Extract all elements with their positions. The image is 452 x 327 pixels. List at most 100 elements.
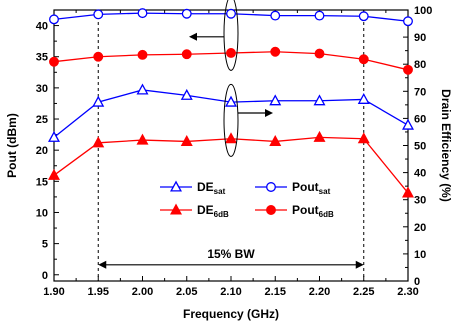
data-point [170, 203, 182, 215]
data-point [403, 64, 413, 75]
data-point [136, 133, 149, 145]
data-point [225, 132, 237, 144]
y-right-tick-label: 70 [414, 86, 426, 98]
data-point [49, 56, 59, 67]
data-point [137, 8, 148, 19]
legend-entry-de_6db: DE6dB [160, 203, 229, 219]
y-axis-right-label: Drain Efficiency (%) [439, 89, 452, 202]
y-right-tick-label: 10 [414, 249, 426, 261]
y-right-tick-label: 80 [414, 59, 426, 71]
y-right-tick-label: 30 [414, 195, 426, 207]
series-pout_6db [49, 46, 413, 75]
data-point [402, 186, 414, 198]
data-point [92, 95, 105, 107]
x-axis-label: Frequency (GHz) [183, 307, 279, 321]
y-right-tick-label: 20 [414, 222, 426, 234]
data-point [314, 10, 325, 21]
series-de_sat [48, 83, 414, 142]
data-point [270, 10, 281, 21]
x-tick-label: 2.20 [309, 286, 330, 298]
legend-entry-pout_sat: Poutsat [255, 180, 331, 196]
data-point [313, 130, 326, 142]
data-point [225, 95, 237, 107]
data-point [93, 9, 104, 20]
data-point [170, 180, 182, 192]
y-right-tick-label: 100 [414, 5, 432, 17]
data-point [314, 48, 325, 59]
data-point [358, 54, 369, 65]
legend-label-subscript: 6dB [214, 210, 229, 219]
right-arrow-head [265, 108, 273, 117]
legend-label-subscript: sat [319, 187, 331, 196]
data-point [48, 130, 60, 142]
legend-entry-de_sat: DEsat [160, 180, 226, 196]
y-left-tick-label: 10 [36, 207, 48, 219]
y-right-tick-label: 0 [414, 276, 420, 288]
legend-label: Poutsat [292, 180, 331, 196]
data-point [313, 94, 326, 106]
bandwidth-arrow-head-left [98, 260, 107, 269]
y-right-tick-label: 60 [414, 113, 426, 125]
right-axis-group-ellipse [223, 83, 239, 157]
series-group [48, 8, 414, 198]
data-point [357, 92, 370, 104]
axes: 1.90 1.95 2.00 2.05 2.10 2.15 2.20 2.25 2.300510… [36, 5, 433, 298]
x-tick-label: 1.95 [88, 286, 109, 298]
y-left-tick-label: 30 [36, 83, 48, 95]
legend-label-subscript: sat [214, 187, 226, 196]
data-point [269, 134, 282, 146]
data-point [136, 83, 149, 95]
y-left-tick-label: 35 [36, 52, 48, 64]
legend-label: Pout6dB [292, 203, 334, 219]
x-tick-label: 2.05 [176, 286, 197, 298]
legend-label: DE6dB [197, 203, 229, 219]
y-left-tick-label: 0 [42, 270, 48, 282]
x-tick-label: 2.25 [353, 286, 374, 298]
data-point [402, 118, 414, 130]
data-point [226, 48, 236, 58]
data-point [137, 49, 148, 60]
x-tick-label: 2.00 [132, 286, 153, 298]
legend-label-main: Pout [292, 180, 319, 194]
data-point [48, 168, 60, 180]
y-right-tick-label: 50 [414, 141, 426, 153]
bandwidth-arrow-head-right [355, 260, 364, 269]
y-right-tick-label: 40 [414, 168, 426, 180]
data-point [226, 8, 236, 19]
y-axis-left-label: Pout (dBm) [5, 113, 19, 178]
bandwidth-label: 15% BW [207, 247, 255, 261]
data-point [180, 134, 193, 146]
data-point [181, 8, 192, 19]
data-point [358, 11, 369, 22]
legend-label-subscript: 6dB [319, 210, 334, 219]
data-point [180, 88, 193, 100]
y-left-tick-label: 15 [36, 176, 48, 188]
data-point [93, 51, 104, 62]
series-de_6db [48, 130, 414, 198]
y-left-tick-label: 25 [36, 114, 48, 126]
annotations: 15% BW [98, 0, 364, 269]
data-point [403, 16, 413, 27]
data-point [181, 49, 192, 60]
data-point [92, 136, 105, 148]
legend-entry-pout_6db: Pout6dB [255, 203, 334, 219]
data-point [270, 46, 281, 57]
series-pout_sat [49, 8, 413, 27]
legend-label-main: DE [197, 180, 214, 194]
y-left-tick-label: 20 [36, 145, 48, 157]
data-point [266, 182, 276, 192]
x-tick-label: 2.15 [265, 286, 286, 298]
left-axis-group-ellipse [223, 0, 239, 71]
series-line-de_6db [53, 136, 409, 194]
data-point [269, 94, 282, 106]
left-arrow-head [189, 32, 197, 41]
y-right-tick-label: 90 [414, 32, 426, 44]
legend-label-main: DE [197, 203, 214, 217]
x-tick-label: 2.10 [220, 286, 241, 298]
legend-label-main: Pout [292, 203, 319, 217]
data-point [266, 205, 276, 215]
legend-label: DEsat [197, 180, 226, 196]
data-point [357, 132, 370, 144]
y-left-tick-label: 5 [42, 239, 48, 251]
